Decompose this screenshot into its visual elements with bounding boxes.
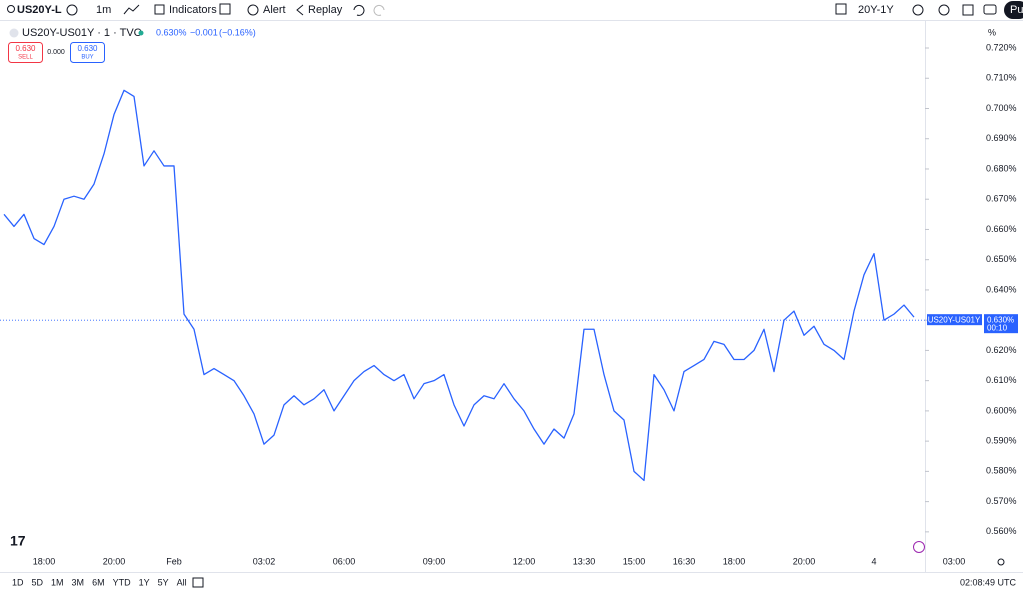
x-tick-label: 15:00	[623, 556, 646, 566]
search-icon[interactable]	[7, 5, 15, 13]
price-tag-value: 0.630%	[987, 315, 1014, 324]
y-tick-label: 0.680%	[986, 163, 1017, 173]
legend-symbol: US20Y-US01Y · 1 · TVC	[22, 27, 142, 39]
replay-icon[interactable]	[296, 4, 304, 16]
price-tag-countdown: 00:10	[987, 323, 1008, 332]
x-tick-label: 20:00	[793, 556, 816, 566]
sell-label[interactable]: SELL	[18, 55, 33, 61]
symbol-logo	[9, 28, 19, 38]
clock: 02:08:49 UTC	[960, 577, 1017, 587]
range-button[interactable]: All	[177, 577, 187, 587]
legend-change-pct: (−0.16%)	[219, 27, 256, 37]
spread: 0.000	[47, 49, 65, 56]
indicators-button[interactable]: Indicators	[169, 4, 217, 16]
y-tick-label: 0.560%	[986, 526, 1017, 536]
x-tick-label: 16:30	[673, 556, 696, 566]
publish-button[interactable]	[1004, 1, 1023, 19]
compare-button[interactable]	[66, 4, 78, 16]
price-tag-name-bg	[927, 314, 982, 326]
y-tick-label: 0.710%	[986, 73, 1017, 83]
layouts-button[interactable]	[219, 3, 231, 15]
y-tick-label: 0.670%	[986, 194, 1017, 204]
sell-button[interactable]	[8, 42, 43, 63]
screenshot-button[interactable]	[983, 4, 997, 15]
alert-icon[interactable]	[247, 4, 259, 16]
y-tick-label: 0.570%	[986, 496, 1017, 506]
range-button[interactable]: 3M	[72, 577, 85, 587]
sell-price[interactable]: 0.630	[15, 44, 36, 53]
price-tag-bg	[984, 314, 1018, 334]
range-button[interactable]: 1Y	[139, 577, 150, 587]
y-tick-label: 0.690%	[986, 133, 1017, 143]
price-line	[3, 89, 915, 482]
y-unit: %	[988, 27, 996, 37]
x-tick-label: 09:00	[423, 556, 446, 566]
x-tick-label: 03:00	[943, 556, 966, 566]
range-button[interactable]: YTD	[113, 577, 132, 587]
x-tick-label: 18:00	[723, 556, 746, 566]
x-tick-label: 4	[871, 556, 876, 566]
x-tick-label: 18:00	[33, 556, 56, 566]
price-tag-name: US20Y-US01Y	[928, 315, 981, 324]
y-tick-label: 0.590%	[986, 436, 1017, 446]
symbol-search[interactable]: US20Y-L	[17, 4, 62, 16]
events-icon[interactable]	[913, 541, 925, 553]
layout-name[interactable]: 20Y-1Y	[858, 4, 894, 16]
x-tick-label: Feb	[166, 556, 182, 566]
chart-type[interactable]	[123, 4, 140, 15]
x-tick-label: 12:00	[513, 556, 536, 566]
buy-price[interactable]: 0.630	[77, 44, 98, 53]
market-status	[138, 30, 144, 36]
y-tick-label: 0.620%	[986, 345, 1017, 355]
x-tick-label: 20:00	[103, 556, 126, 566]
indicators-icon[interactable]	[154, 4, 165, 15]
y-tick-label: 0.580%	[986, 466, 1017, 476]
y-tick-label: 0.720%	[986, 42, 1017, 52]
toolbar	[0, 0, 1023, 20]
settings-button[interactable]	[938, 4, 950, 16]
range-button[interactable]: 1M	[51, 577, 64, 587]
layout-toggle[interactable]	[835, 3, 847, 15]
redo-button[interactable]	[373, 4, 385, 16]
x-tick-label: 06:00	[333, 556, 356, 566]
range-button[interactable]: 1D	[12, 577, 24, 587]
x-tick-label: 13:30	[573, 556, 596, 566]
tv-logo: 17	[10, 533, 26, 549]
axis-settings[interactable]	[997, 558, 1005, 566]
alert-button[interactable]: Alert	[263, 4, 286, 16]
x-tick-label: 03:02	[253, 556, 276, 566]
y-tick-label: 0.600%	[986, 405, 1017, 415]
replay-button[interactable]: Replay	[308, 4, 343, 16]
buy-label[interactable]: BUY	[81, 55, 93, 61]
undo-button[interactable]	[353, 4, 365, 16]
range-button[interactable]: 5D	[32, 577, 44, 587]
publish-label[interactable]: Pu	[1010, 4, 1023, 16]
y-tick-label: 0.610%	[986, 375, 1017, 385]
quick-search[interactable]	[912, 4, 924, 16]
date-range-button[interactable]	[192, 577, 204, 588]
legend-change: −0.001	[190, 27, 218, 37]
fullscreen-button[interactable]	[962, 4, 974, 16]
y-tick-label: 0.700%	[986, 103, 1017, 113]
y-tick-label: 0.660%	[986, 224, 1017, 234]
range-button[interactable]: 6M	[92, 577, 105, 587]
range-button[interactable]: 5Y	[158, 577, 169, 587]
interval[interactable]: 1m	[96, 4, 111, 16]
legend-last: 0.630%	[156, 27, 187, 37]
y-tick-label: 0.640%	[986, 284, 1017, 294]
y-tick-label: 0.650%	[986, 254, 1017, 264]
buy-button[interactable]	[70, 42, 105, 63]
